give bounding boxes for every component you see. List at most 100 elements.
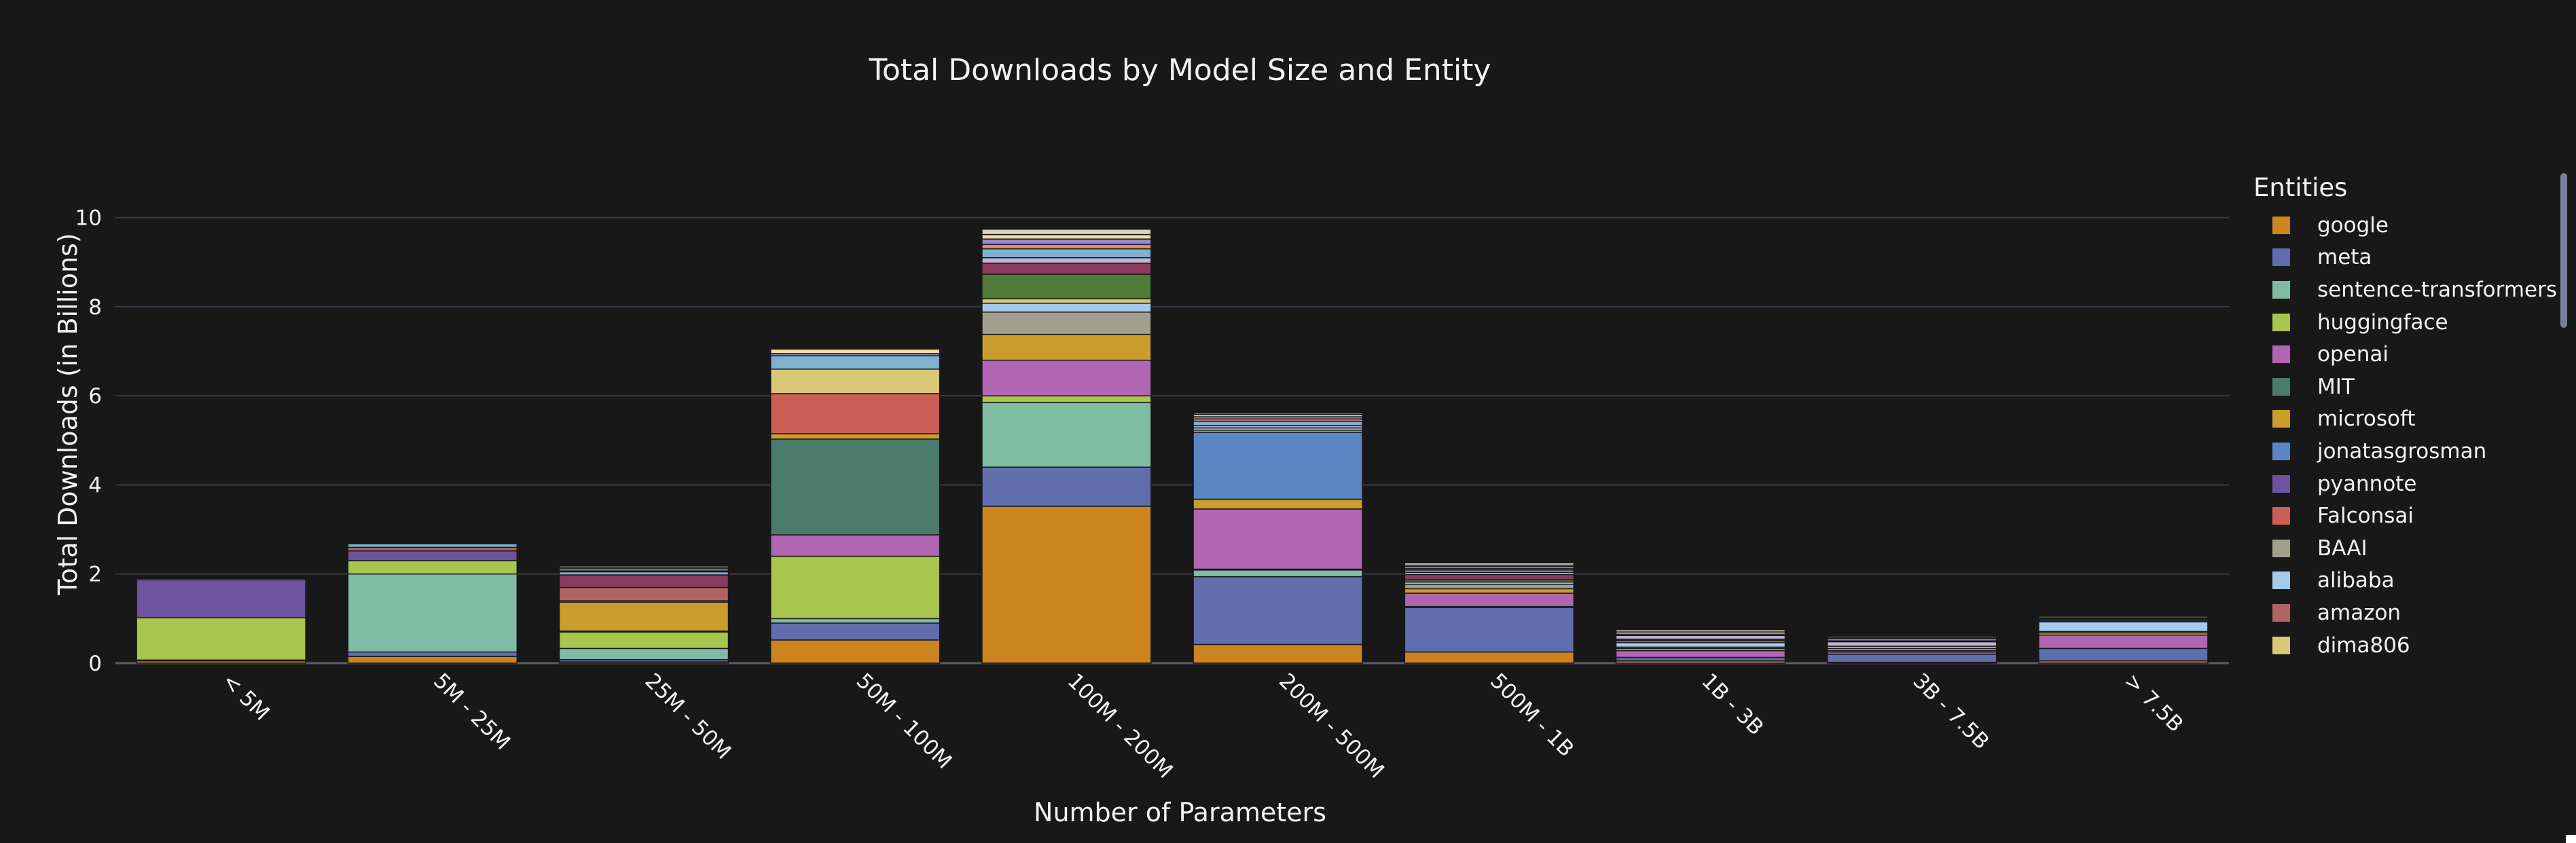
legend-item[interactable]: openai: [2253, 338, 2557, 371]
x-tick-label: 500M - 1B: [1485, 669, 1578, 762]
bar-segment[interactable]: [558, 648, 729, 660]
bar-segment[interactable]: [981, 228, 1152, 236]
legend-label: pyannote: [2317, 471, 2417, 496]
bar-segment[interactable]: [769, 618, 941, 624]
x-tick-label: 25M - 50M: [640, 669, 736, 764]
bar-segment[interactable]: [558, 601, 729, 632]
legend-label: meta: [2317, 245, 2372, 270]
bar-segment[interactable]: [981, 244, 1152, 250]
legend-label: huggingface: [2317, 310, 2448, 335]
legend-item[interactable]: pyannote: [2253, 468, 2557, 500]
legend-item[interactable]: dima806: [2253, 629, 2557, 662]
bar-segment[interactable]: [1193, 432, 1363, 500]
bar-segment[interactable]: [2038, 621, 2209, 633]
legend-item[interactable]: amazon: [2253, 597, 2557, 629]
legend-item[interactable]: jonatasgrosman: [2253, 435, 2557, 468]
bar-segment[interactable]: [981, 257, 1152, 264]
bar-segment[interactable]: [2038, 634, 2209, 650]
bar-segment[interactable]: [1193, 643, 1363, 664]
legend-scrollbar[interactable]: [2560, 173, 2567, 328]
legend-item[interactable]: BAAI: [2253, 532, 2557, 565]
bar-segment[interactable]: [558, 565, 729, 568]
bar-segment[interactable]: [1193, 498, 1363, 510]
bar-segment[interactable]: [136, 578, 306, 581]
x-tick-label: < 5M: [217, 669, 274, 726]
bar-segment[interactable]: [558, 631, 729, 650]
bar-segment[interactable]: [136, 617, 306, 661]
x-tick-labels: < 5M 5M - 25M 25M - 50M 50M - 100M 100M - 20…: [217, 669, 2188, 783]
bar-segment[interactable]: [1404, 562, 1575, 566]
legend-swatch: [2272, 507, 2290, 525]
bar-segment[interactable]: [1193, 420, 1363, 426]
legend-item[interactable]: Falconsai: [2253, 500, 2557, 532]
bar-segment[interactable]: [347, 560, 518, 575]
bar-segment[interactable]: [769, 438, 941, 536]
bar-segment[interactable]: [981, 402, 1152, 468]
bar-segment[interactable]: [1404, 588, 1575, 594]
bar-segment[interactable]: [981, 302, 1152, 313]
y-tick-label: 4: [88, 473, 102, 498]
x-tick-label: 100M - 200M: [1063, 669, 1178, 783]
legend-swatch: [2272, 410, 2290, 428]
bar-segment[interactable]: [981, 262, 1152, 275]
bar-segment[interactable]: [347, 651, 518, 657]
bar-segment[interactable]: [347, 543, 518, 548]
bar-segment[interactable]: [981, 238, 1152, 245]
bar-segment[interactable]: [1615, 635, 1786, 640]
legend-item[interactable]: alibaba: [2253, 565, 2557, 597]
bar-segment[interactable]: [1404, 584, 1575, 590]
bar-segment[interactable]: [1826, 641, 1997, 647]
bar-segment[interactable]: [769, 639, 941, 664]
bar-segment[interactable]: [1615, 656, 1786, 662]
bar-segment[interactable]: [1193, 569, 1363, 578]
bar-segment[interactable]: [981, 233, 1152, 240]
bar-segment[interactable]: [981, 333, 1152, 361]
bar-segment[interactable]: [981, 466, 1152, 507]
bar-segment[interactable]: [981, 359, 1152, 396]
bar-segment[interactable]: [347, 550, 518, 561]
y-tick-label: 6: [88, 384, 102, 409]
legend: Entities google meta sentence-transformers…: [2253, 173, 2557, 661]
bar-segment[interactable]: [558, 586, 729, 601]
bar-segment[interactable]: [769, 369, 941, 394]
bar-segment[interactable]: [347, 542, 518, 544]
bar-segment[interactable]: [1615, 650, 1786, 658]
legend-item[interactable]: huggingface: [2253, 306, 2557, 339]
bar-segment[interactable]: [981, 298, 1152, 304]
bar-segment[interactable]: [769, 622, 941, 641]
bar-segment[interactable]: [769, 433, 941, 440]
legend-item[interactable]: google: [2253, 209, 2557, 242]
legend-item[interactable]: sentence-transformers: [2253, 274, 2557, 306]
bar-segment[interactable]: [981, 395, 1152, 403]
bar-segment[interactable]: [1193, 576, 1363, 645]
bar-segment[interactable]: [2038, 616, 2209, 618]
bar-segment[interactable]: [769, 534, 941, 557]
bar-segment[interactable]: [1404, 593, 1575, 607]
bar-segment[interactable]: [1404, 607, 1575, 653]
bar-segment[interactable]: [558, 574, 729, 588]
bar-segment[interactable]: [981, 506, 1152, 664]
bar-segment[interactable]: [1404, 651, 1575, 664]
bar-segment[interactable]: [347, 656, 518, 664]
bar-segment[interactable]: [1615, 629, 1786, 633]
bar-segment[interactable]: [769, 348, 941, 354]
legend-item[interactable]: microsoft: [2253, 403, 2557, 436]
bar-segment[interactable]: [1193, 413, 1363, 415]
bar-segment[interactable]: [1826, 635, 1997, 639]
bar-segment[interactable]: [981, 274, 1152, 299]
bar-segment[interactable]: [347, 573, 518, 653]
bar-segment[interactable]: [1404, 574, 1575, 581]
bar-segment[interactable]: [1193, 508, 1363, 570]
legend-item[interactable]: MIT: [2253, 371, 2557, 403]
bar-segment[interactable]: [981, 248, 1152, 259]
bar-segment[interactable]: [347, 546, 518, 552]
bar-segment[interactable]: [981, 312, 1152, 335]
bar-segment[interactable]: [769, 355, 941, 370]
bar-segment[interactable]: [2038, 648, 2209, 662]
bar-segment[interactable]: [1826, 654, 1997, 663]
bar-segment[interactable]: [769, 393, 941, 434]
bar-segment[interactable]: [769, 555, 941, 620]
bar-segment[interactable]: [1615, 642, 1786, 648]
bar-segment[interactable]: [136, 579, 306, 618]
legend-item[interactable]: meta: [2253, 242, 2557, 274]
